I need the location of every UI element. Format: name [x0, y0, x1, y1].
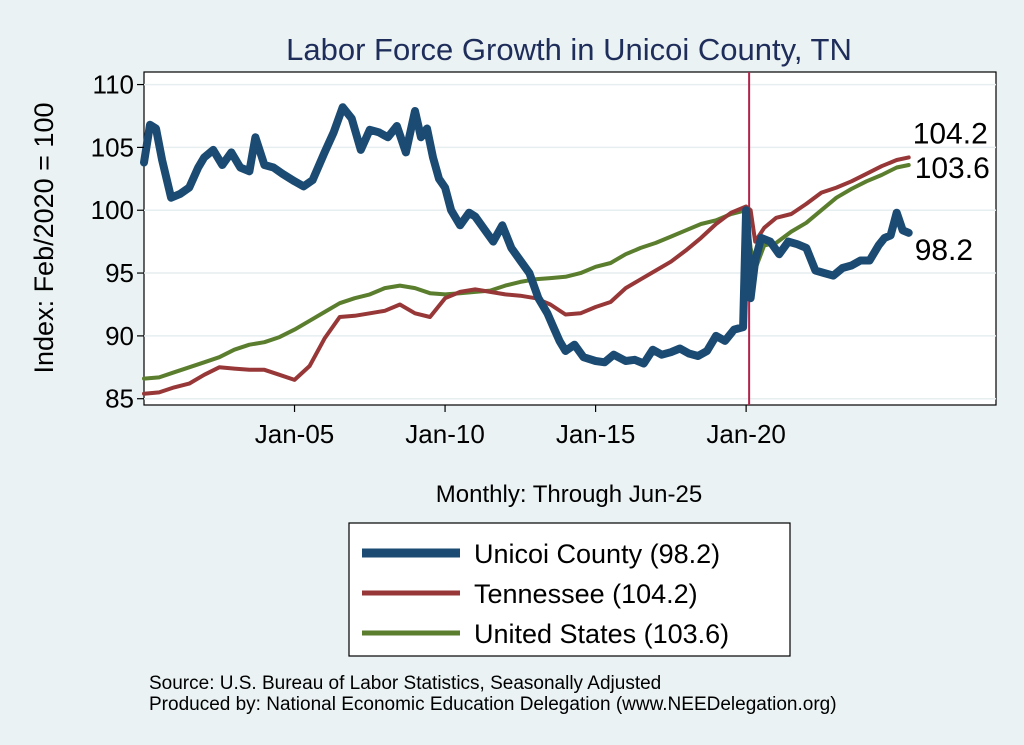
producer-note: Produced by: National Economic Education… [149, 694, 837, 715]
legend-label: Tennessee (104.2) [474, 579, 698, 609]
legend: Unicoi County (98.2) Tennessee (104.2) Uni… [348, 522, 791, 657]
series-lines [140, 103, 913, 396]
source-note: Source: U.S. Bureau of Labor Statistics,… [149, 673, 661, 694]
x-tick-label: Jan-15 [556, 419, 636, 449]
y-tick-label: 85 [105, 384, 134, 414]
axes: 85 90 95 100 105 110 Jan-05 Jan-10 Jan-15 Jan-20 [91, 70, 786, 449]
x-axis-title: Monthly: Through Jun-25 [436, 481, 702, 508]
y-tick-label: 95 [105, 258, 134, 288]
series-line-unicoi-county [140, 103, 913, 368]
x-tick-label: Jan-10 [405, 419, 485, 449]
series-line-united-states [142, 163, 911, 381]
x-tick-label: Jan-05 [255, 419, 335, 449]
end-label-unicoi-county: 98.2 [915, 234, 973, 267]
y-tick-label: 110 [93, 70, 134, 100]
legend-label: United States (103.6) [474, 619, 729, 649]
end-label-tennessee: 104.2 [913, 117, 988, 150]
chart-title: Labor Force Growth in Unicoi County, TN [286, 32, 852, 67]
y-tick-label: 105 [91, 132, 134, 162]
end-label-united-states: 103.6 [915, 152, 990, 185]
x-tick-label: Jan-20 [706, 419, 786, 449]
y-tick-label: 100 [91, 195, 134, 225]
y-axis-title: Index: Feb/2020 = 100 [29, 103, 59, 374]
plot-area [143, 71, 997, 406]
y-tick-label: 90 [105, 321, 134, 351]
legend-label: Unicoi County (98.2) [474, 539, 720, 569]
